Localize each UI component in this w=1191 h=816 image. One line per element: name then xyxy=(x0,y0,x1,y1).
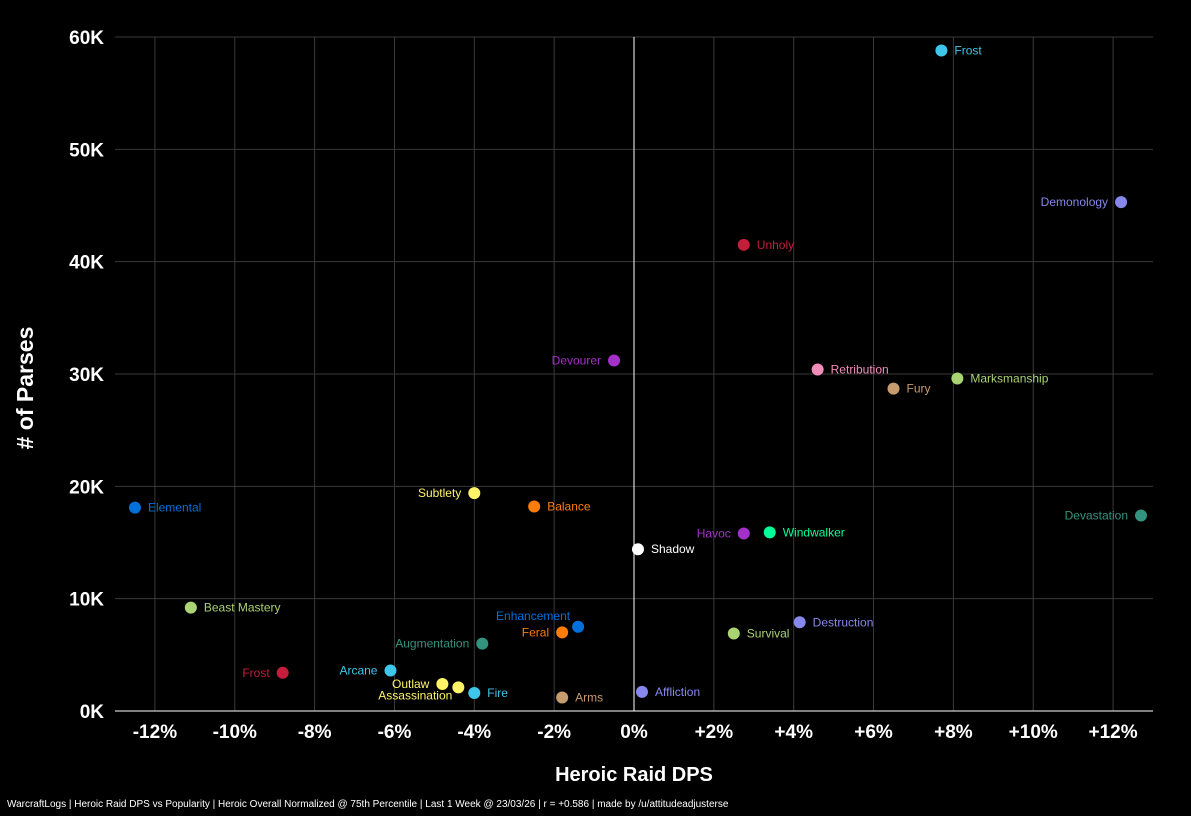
data-point xyxy=(1135,509,1148,522)
x-tick-label: -12% xyxy=(133,722,177,743)
data-point-label: Frost xyxy=(242,666,270,680)
data-point xyxy=(737,527,750,540)
data-point xyxy=(128,501,141,514)
y-tick-label: 30K xyxy=(69,365,104,386)
x-tick-label: -6% xyxy=(378,722,412,743)
data-point xyxy=(935,44,948,57)
y-tick-label: 10K xyxy=(69,590,104,611)
data-point-label: Subtlety xyxy=(418,486,461,500)
data-point xyxy=(635,685,648,698)
data-point xyxy=(737,238,750,251)
data-point-label: Havoc xyxy=(697,527,731,541)
data-point xyxy=(276,666,289,679)
x-tick-label: +10% xyxy=(1009,722,1058,743)
y-axis-ticks: 0K 10K 20K 30K 40K 50K 60K xyxy=(69,28,104,723)
x-tick-label: +8% xyxy=(934,722,973,743)
data-point-label: Frost xyxy=(954,43,982,57)
axes xyxy=(115,37,1153,712)
data-point-label: Demonology xyxy=(1041,195,1108,209)
data-point xyxy=(793,616,806,629)
data-point xyxy=(384,664,397,677)
data-point-label: Fury xyxy=(907,382,931,396)
data-point xyxy=(468,687,481,700)
data-point-label: Unholy xyxy=(757,238,794,252)
x-axis-ticks: -12% -10% -8% -6% -4% -2% 0% +2% +4% +6% +8% +10% +1… xyxy=(133,722,1138,743)
y-tick-label: 40K xyxy=(69,253,104,274)
x-tick-label: +12% xyxy=(1089,722,1138,743)
y-tick-label: 60K xyxy=(69,28,104,49)
y-tick-label: 20K xyxy=(69,477,104,498)
data-point-label: Assassination xyxy=(378,688,452,702)
data-point xyxy=(951,372,964,385)
data-point-label: Enhancement xyxy=(496,609,571,623)
data-point xyxy=(887,382,900,395)
x-tick-label: 0% xyxy=(620,722,648,743)
data-point xyxy=(572,620,585,633)
data-point-label: Shadow xyxy=(651,542,695,556)
data-point-label: Affliction xyxy=(655,685,700,699)
x-tick-label: -8% xyxy=(298,722,332,743)
data-point-label: Augmentation xyxy=(395,637,469,651)
data-point xyxy=(763,526,776,539)
x-tick-label: +4% xyxy=(774,722,813,743)
x-tick-label: -10% xyxy=(213,722,257,743)
data-point-label: Fire xyxy=(487,686,508,700)
data-point-label: Retribution xyxy=(831,363,889,377)
y-tick-label: 0K xyxy=(80,702,105,723)
data-point-label: Devourer xyxy=(552,354,601,368)
data-point-label: Destruction xyxy=(813,615,874,629)
footer-caption: WarcraftLogs | Heroic Raid DPS vs Popula… xyxy=(7,799,729,810)
data-point-label: Outlaw xyxy=(392,677,430,691)
data-point-label: Devastation xyxy=(1065,509,1128,523)
x-tick-label: -4% xyxy=(457,722,491,743)
data-point-label: Beast Mastery xyxy=(204,601,281,615)
data-points: Frost Demonology Unholy Devourer Retribution… xyxy=(128,43,1148,705)
data-point-label: Balance xyxy=(547,500,591,514)
y-axis-title: # of Parses xyxy=(12,327,38,450)
data-point xyxy=(811,363,824,376)
x-tick-label: +2% xyxy=(695,722,734,743)
data-point-label: Marksmanship xyxy=(970,371,1048,385)
data-point-label: Arms xyxy=(575,691,603,705)
data-point xyxy=(452,681,465,694)
data-point xyxy=(608,354,621,367)
x-axis-title: Heroic Raid DPS xyxy=(555,764,713,786)
x-tick-label: +6% xyxy=(854,722,893,743)
data-point-label: Survival xyxy=(747,626,790,640)
x-tick-label: -2% xyxy=(537,722,571,743)
data-point xyxy=(556,626,569,639)
data-point xyxy=(1115,196,1128,209)
data-point xyxy=(184,601,197,614)
data-point xyxy=(556,691,569,704)
data-point-label: Arcane xyxy=(339,664,377,678)
y-tick-label: 50K xyxy=(69,140,104,161)
data-point-label: Feral xyxy=(522,625,549,639)
data-point-label: Elemental xyxy=(148,501,201,515)
data-point xyxy=(476,637,489,650)
data-point xyxy=(436,678,449,691)
data-point xyxy=(528,500,541,513)
data-point xyxy=(468,487,481,500)
data-point xyxy=(631,543,644,556)
data-point xyxy=(727,627,740,640)
data-point-label: Windwalker xyxy=(783,525,845,539)
